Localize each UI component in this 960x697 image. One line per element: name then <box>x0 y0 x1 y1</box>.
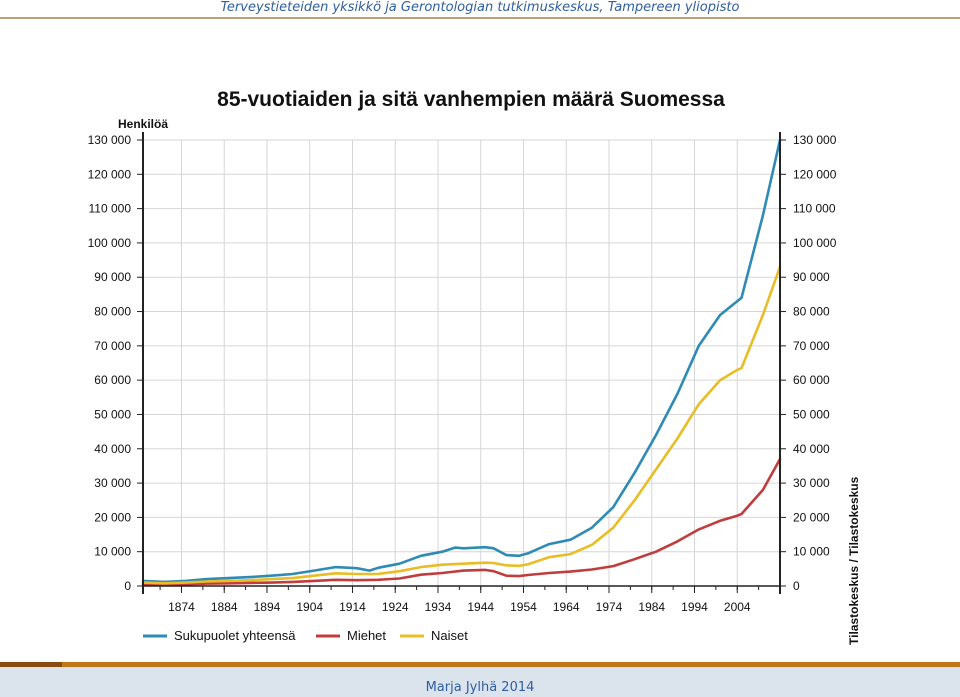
y-tick-label-right: 90 000 <box>793 270 830 284</box>
footer-strip <box>0 667 960 697</box>
legend: Sukupuolet yhteensä Miehet Naiset <box>143 628 468 643</box>
y-tick-label-left: 70 000 <box>94 339 131 353</box>
y-tick-label-right: 110 000 <box>793 202 836 216</box>
series-line-2 <box>141 457 782 586</box>
grid <box>143 139 780 586</box>
x-tick-label: 1884 <box>211 600 238 614</box>
x-tick-label: 1934 <box>425 600 452 614</box>
x-tick-label: 1984 <box>638 600 665 614</box>
x-tick-label: 2004 <box>724 600 751 614</box>
header-affiliation: Terveystieteiden yksikkö ja Gerontologia… <box>220 0 740 15</box>
chart-title: 85-vuotiaiden ja sitä vanhempien määrä S… <box>217 88 725 111</box>
y-tick-label-right: 70 000 <box>793 339 830 353</box>
footer-accent-bar <box>0 662 960 667</box>
legend-label: Sukupuolet yhteensä <box>174 628 296 643</box>
y-tick-label-left: 80 000 <box>94 305 131 319</box>
y-tick-label-left: 0 <box>124 579 131 593</box>
x-tick-label: 1904 <box>296 600 323 614</box>
y-tick-label-left: 10 000 <box>94 545 131 559</box>
y-tick-label-right: 80 000 <box>793 305 830 319</box>
x-tick-label: 1944 <box>467 600 494 614</box>
y-tick-label-left: 100 000 <box>88 236 132 250</box>
y-tick-label-left: 130 000 <box>88 133 132 147</box>
y-tick-label-left: 30 000 <box>94 476 131 490</box>
y-tick-label-right: 20 000 <box>793 510 830 524</box>
x-tick-label: 1974 <box>596 600 623 614</box>
legend-label: Naiset <box>431 628 468 643</box>
line-chart: 85-vuotiaiden ja sitä vanhempien määrä S… <box>88 88 861 645</box>
y-tick-label-right: 120 000 <box>793 167 837 181</box>
axes: 0 0 10 000 10 000 20 000 20 000 30 000 30 000 40… <box>88 132 837 614</box>
y-tick-label-left: 40 000 <box>94 442 131 456</box>
x-tick-label: 1914 <box>339 600 366 614</box>
y-tick-label-left: 60 000 <box>94 373 131 387</box>
y-tick-label-right: 30 000 <box>793 476 830 490</box>
legend-label: Miehet <box>347 628 386 643</box>
x-tick-label: 1954 <box>510 600 537 614</box>
x-tick-label: 1964 <box>553 600 580 614</box>
y-tick-label-right: 40 000 <box>793 442 830 456</box>
y-tick-label-left: 50 000 <box>94 407 131 421</box>
footer-accent-left <box>0 662 62 667</box>
series-lines <box>141 138 782 586</box>
series-line-1 <box>141 138 782 584</box>
y-tick-label-right: 0 <box>793 579 800 593</box>
x-tick-label: 1924 <box>382 600 409 614</box>
x-tick-label: 1994 <box>681 600 708 614</box>
header-divider <box>0 17 960 19</box>
source-label: Tilastokeskus / Tilastokeskus <box>847 476 861 645</box>
y-axis-label: Henkilöä <box>118 117 168 131</box>
series-line-3 <box>141 265 782 585</box>
footer-author: Marja Jylhä 2014 <box>425 680 535 695</box>
x-tick-label: 1894 <box>254 600 281 614</box>
y-tick-label-right: 10 000 <box>793 545 830 559</box>
x-tick-label: 1874 <box>168 600 195 614</box>
y-tick-label-right: 130 000 <box>793 133 837 147</box>
y-tick-label-right: 50 000 <box>793 407 830 421</box>
y-tick-label-right: 100 000 <box>793 236 837 250</box>
y-tick-label-left: 90 000 <box>94 270 131 284</box>
y-tick-label-left: 110 000 <box>89 202 132 216</box>
y-tick-label-left: 20 000 <box>94 510 131 524</box>
y-tick-label-left: 120 000 <box>88 167 132 181</box>
y-tick-label-right: 60 000 <box>793 373 830 387</box>
